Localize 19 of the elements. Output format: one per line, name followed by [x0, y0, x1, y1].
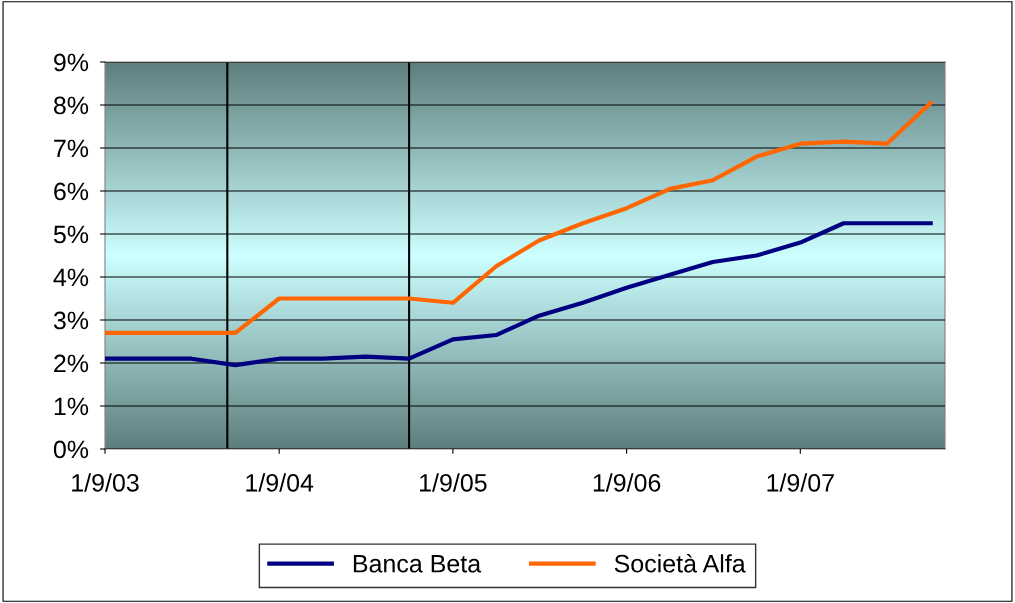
line-series	[105, 221, 933, 368]
x-tick-label: 1/9/03	[72, 473, 139, 492]
y-tick-label: 2%	[54, 354, 89, 373]
y-tick-label: 1%	[54, 397, 89, 416]
y-tick-label: 4%	[53, 268, 89, 287]
y-tick-label: 9%	[54, 53, 89, 72]
x-tick-label: 1/9/05	[420, 473, 487, 492]
y-tick-label: 3%	[53, 311, 89, 330]
y-tick-label: 7%	[54, 139, 89, 158]
y-tick-label: 6%	[54, 182, 89, 201]
x-tick-label: 1/9/06	[593, 473, 661, 492]
line-series	[105, 100, 933, 335]
x-tick-label: 1/9/07	[767, 473, 834, 492]
y-tick-label: 0%	[53, 440, 89, 459]
y-tick-label: 5%	[53, 225, 89, 244]
legend-label: Società Alfa	[614, 553, 746, 573]
legend-label: Banca Beta	[353, 555, 482, 573]
y-tick-label: 8%	[53, 96, 89, 115]
x-tick-label: 1/9/04	[246, 473, 314, 492]
